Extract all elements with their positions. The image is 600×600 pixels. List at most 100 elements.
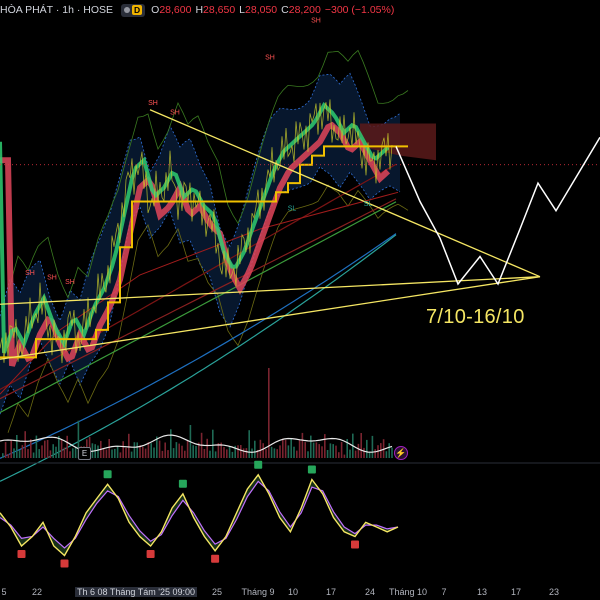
volume-bar xyxy=(186,440,189,458)
volume-bar xyxy=(161,450,164,458)
volume-bar xyxy=(321,446,323,458)
volume-bar xyxy=(388,443,390,458)
sell-signal-box xyxy=(351,540,359,549)
volume-bar xyxy=(234,445,236,458)
volume-bar xyxy=(128,433,130,458)
oscillator-fast xyxy=(0,473,399,557)
volume-bar xyxy=(7,454,10,458)
volume-bar xyxy=(338,452,340,458)
x-tick-label: Th 6 08 Tháng Tám '25 09:00 xyxy=(75,587,197,597)
volume-bar xyxy=(349,449,351,458)
volume-bar xyxy=(301,432,304,458)
buy-signal-box xyxy=(178,479,187,488)
ema-ribbon xyxy=(0,102,391,367)
volume-bar xyxy=(77,420,80,458)
volume-bar xyxy=(290,438,292,458)
volume-bar xyxy=(276,449,278,458)
volume-bar xyxy=(21,445,24,458)
marker-sh-3: SH xyxy=(148,100,158,107)
symbol-title[interactable]: HÒA PHÁT · 1h · HOSE xyxy=(0,4,114,16)
x-tick-label: 7 xyxy=(441,587,447,597)
buy-signal-box xyxy=(254,460,263,469)
volume-bar xyxy=(287,445,290,458)
volume-bar xyxy=(172,448,175,458)
volume-bar xyxy=(212,429,214,458)
volume-bar xyxy=(181,445,183,458)
volume-bar xyxy=(111,449,113,458)
volume-bar xyxy=(371,435,374,458)
volume-bar xyxy=(242,448,245,458)
earnings-icon[interactable]: E xyxy=(78,447,91,460)
volume-bar xyxy=(60,439,63,458)
volume-bar xyxy=(63,447,66,458)
trendline-3 xyxy=(0,276,541,360)
volume-bar xyxy=(282,438,284,458)
marker-sh-2: SH xyxy=(65,279,75,286)
x-tick-label: 5 xyxy=(1,587,7,597)
volume-bar xyxy=(206,438,208,458)
volume-bar xyxy=(16,435,18,458)
x-tick-label: 23 xyxy=(548,587,560,597)
volume-bar xyxy=(72,448,74,458)
x-tick-label: 25 xyxy=(211,587,223,597)
volume-bar xyxy=(298,439,301,458)
signal-markers: SH SH SH SH SH SH SH SL SL xyxy=(25,18,372,286)
volume-bar xyxy=(66,435,68,458)
volume-bar xyxy=(209,450,211,458)
volume-bar xyxy=(203,449,206,458)
sell-signal-box xyxy=(60,559,69,568)
volume-bar xyxy=(366,439,368,458)
volume-bar xyxy=(279,445,281,458)
volume-bar xyxy=(248,430,250,458)
volume-bar xyxy=(136,442,138,458)
x-tick-label: 22 xyxy=(31,587,43,597)
volume-bar xyxy=(32,452,35,458)
volume-bar xyxy=(139,445,141,458)
volume-bar xyxy=(293,446,295,458)
x-tick-label: 17 xyxy=(510,587,522,597)
volume-bar xyxy=(184,450,186,458)
volume-bars xyxy=(0,368,393,458)
volume-spike xyxy=(268,368,270,458)
status-dot-icon xyxy=(124,7,131,13)
lightning-icon[interactable]: ⚡ xyxy=(394,446,408,460)
band-upper xyxy=(0,72,401,322)
volume-bar xyxy=(198,442,200,458)
volume-bar xyxy=(312,442,315,458)
volume-bar xyxy=(192,445,194,458)
volume-bar xyxy=(217,443,220,458)
volume-bar xyxy=(296,450,298,458)
volume-bar xyxy=(318,444,320,458)
x-axis[interactable]: 5 22 Th 6 08 Tháng Tám '25 09:00 25 Tháng 9 1… xyxy=(0,585,600,600)
marker-sh-1: SH xyxy=(47,274,57,281)
volume-bar xyxy=(130,451,133,458)
volume-bar xyxy=(259,439,262,458)
volume-bar xyxy=(58,436,60,458)
ribbon-red xyxy=(0,121,391,367)
trendline-1 xyxy=(149,109,541,278)
volume-bar xyxy=(391,447,393,458)
ma-blue xyxy=(0,233,397,459)
volume-bar xyxy=(41,445,43,458)
volume-bar xyxy=(35,435,38,458)
volume-bar xyxy=(74,446,77,458)
volume-bar xyxy=(108,439,110,458)
volume-bar xyxy=(254,440,256,458)
sell-signal-box xyxy=(146,550,155,558)
ma-green xyxy=(0,201,397,414)
marker-sh-4: SH xyxy=(170,109,180,116)
ohlc-high: H28,650 xyxy=(195,4,236,16)
volume-bar xyxy=(214,451,217,458)
volume-bar xyxy=(167,450,169,458)
symbol-header: HÒA PHÁT · 1h · HOSE D O28,600 H28,650 L… xyxy=(0,2,394,18)
volume-bar xyxy=(310,435,312,458)
volume-bar xyxy=(273,448,276,458)
volume-bar xyxy=(340,442,343,458)
sell-signal-box xyxy=(211,554,220,563)
ohlc-close: C28,200 xyxy=(281,4,321,16)
volume-bar xyxy=(315,442,318,458)
volume-bar xyxy=(332,444,334,458)
x-tick-label: Tháng 10 xyxy=(388,587,428,597)
status-pill[interactable]: D xyxy=(121,3,146,17)
